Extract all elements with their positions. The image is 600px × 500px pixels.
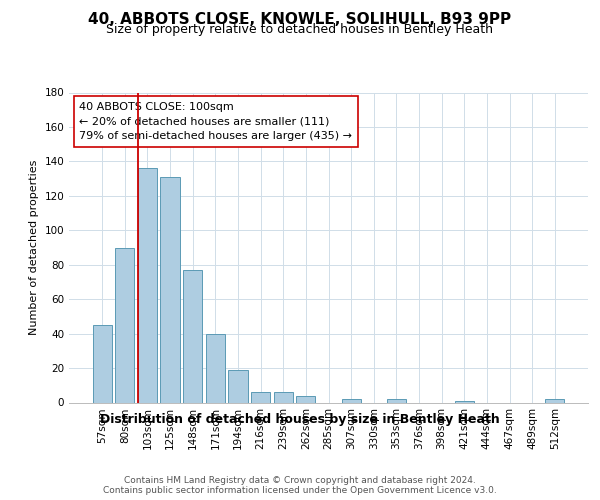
Bar xyxy=(296,396,316,402)
Bar xyxy=(115,248,134,402)
Bar xyxy=(387,399,406,402)
Bar xyxy=(229,370,248,402)
Text: Contains HM Land Registry data © Crown copyright and database right 2024.
Contai: Contains HM Land Registry data © Crown c… xyxy=(103,476,497,495)
Bar xyxy=(274,392,293,402)
Bar xyxy=(92,325,112,402)
Bar xyxy=(251,392,270,402)
Y-axis label: Number of detached properties: Number of detached properties xyxy=(29,160,39,335)
Bar xyxy=(545,399,565,402)
Text: 40 ABBOTS CLOSE: 100sqm
← 20% of detached houses are smaller (111)
79% of semi-d: 40 ABBOTS CLOSE: 100sqm ← 20% of detache… xyxy=(79,102,352,142)
Bar xyxy=(138,168,157,402)
Text: Distribution of detached houses by size in Bentley Heath: Distribution of detached houses by size … xyxy=(100,412,500,426)
Bar xyxy=(455,401,474,402)
Bar xyxy=(206,334,225,402)
Bar xyxy=(160,177,180,402)
Text: 40, ABBOTS CLOSE, KNOWLE, SOLIHULL, B93 9PP: 40, ABBOTS CLOSE, KNOWLE, SOLIHULL, B93 … xyxy=(88,12,512,28)
Bar xyxy=(341,399,361,402)
Text: Size of property relative to detached houses in Bentley Heath: Size of property relative to detached ho… xyxy=(107,22,493,36)
Bar xyxy=(183,270,202,402)
